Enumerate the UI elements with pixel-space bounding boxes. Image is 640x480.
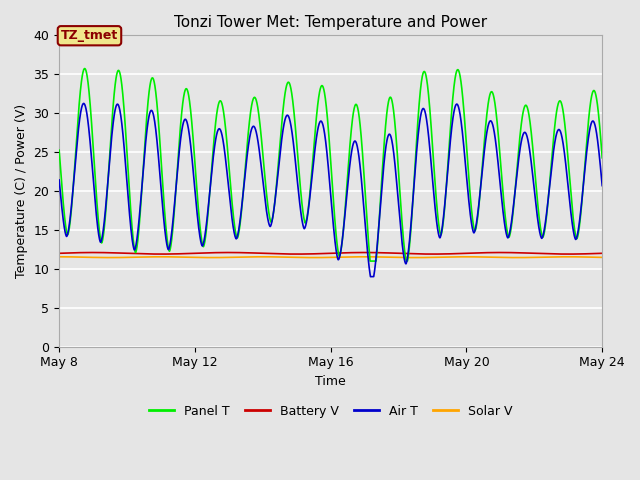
Battery V <box>564 251 572 257</box>
Battery V <box>515 250 523 256</box>
Battery V <box>166 251 174 257</box>
Solar V <box>448 254 456 260</box>
Solar V <box>401 254 408 260</box>
Air T <box>593 129 600 135</box>
Solar V <box>515 255 523 261</box>
Panel T <box>598 155 606 161</box>
Y-axis label: Temperature (C) / Power (V): Temperature (C) / Power (V) <box>15 104 28 278</box>
Air T <box>367 274 374 279</box>
Battery V <box>55 251 63 256</box>
Battery V <box>89 250 97 255</box>
Panel T <box>449 101 456 107</box>
Text: TZ_tmet: TZ_tmet <box>61 29 118 42</box>
Battery V <box>593 251 600 256</box>
Air T <box>401 257 408 263</box>
Battery V <box>483 250 491 255</box>
Panel T <box>483 111 491 117</box>
Air T <box>516 150 524 156</box>
Panel T <box>55 147 63 153</box>
Battery V <box>401 251 408 256</box>
Solar V <box>55 254 63 260</box>
Title: Tonzi Tower Met: Temperature and Power: Tonzi Tower Met: Temperature and Power <box>174 15 487 30</box>
Air T <box>55 177 63 183</box>
Air T <box>80 100 88 106</box>
Legend: Panel T, Battery V, Air T, Solar V: Panel T, Battery V, Air T, Solar V <box>144 400 517 423</box>
Line: Panel T: Panel T <box>59 69 602 261</box>
Panel T <box>366 258 374 264</box>
Line: Air T: Air T <box>59 103 602 276</box>
Panel T <box>593 95 600 101</box>
Solar V <box>483 254 491 260</box>
Solar V <box>106 255 114 261</box>
Air T <box>598 183 606 189</box>
Air T <box>483 129 491 135</box>
Panel T <box>166 245 174 251</box>
Battery V <box>448 251 456 257</box>
Panel T <box>516 138 524 144</box>
Line: Battery V: Battery V <box>59 252 602 254</box>
Air T <box>449 120 456 126</box>
Solar V <box>598 254 606 260</box>
Air T <box>166 239 174 244</box>
X-axis label: Time: Time <box>316 375 346 388</box>
Battery V <box>598 251 606 256</box>
Line: Solar V: Solar V <box>59 257 602 258</box>
Solar V <box>166 254 174 260</box>
Panel T <box>401 246 408 252</box>
Solar V <box>593 254 600 260</box>
Panel T <box>81 66 88 72</box>
